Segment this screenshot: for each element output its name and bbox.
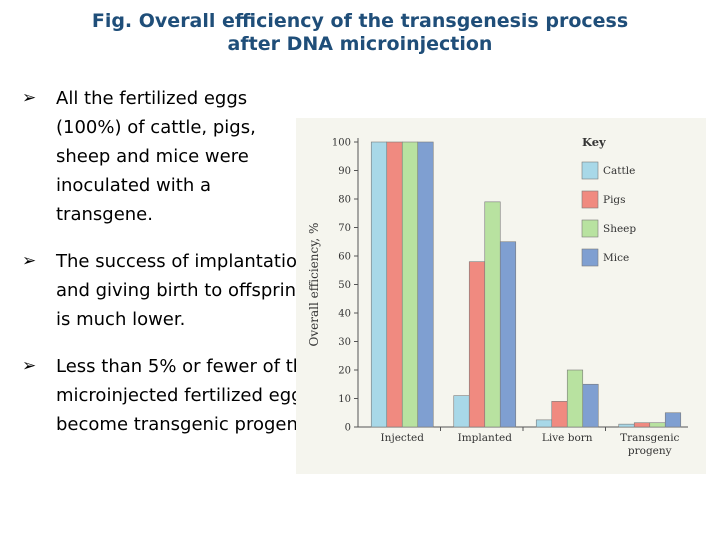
efficiency-bar-chart: 0 10 20 30 40 50 60 70 80 90 100 Overall efficiency… <box>307 135 688 457</box>
bullet-list: ➢ All the fertilized eggs (100%) of catt… <box>22 84 315 457</box>
y-tick-label: 40 <box>338 309 351 320</box>
arrow-bullet-icon: ➢ <box>22 251 37 271</box>
bar-mice <box>417 141 434 428</box>
y-tick-label: 100 <box>332 138 351 149</box>
legend-swatch <box>581 161 599 180</box>
legend-title: Key <box>582 135 606 149</box>
y-tick-label: 60 <box>338 252 351 263</box>
legend-swatch <box>581 219 599 238</box>
slide-title: Fig. Overall efficiency of the transgene… <box>0 10 720 56</box>
arrow-bullet-icon: ➢ <box>22 88 37 108</box>
bar-sheep <box>401 141 419 428</box>
x-tick-label: progeny <box>628 445 672 457</box>
bar-pigs <box>633 422 651 428</box>
bar-pigs <box>468 261 486 428</box>
y-tick-label: 0 <box>345 423 351 434</box>
bar-cattle <box>618 423 635 428</box>
y-tick-label: 20 <box>338 366 351 377</box>
x-tick-label: Injected <box>381 432 425 444</box>
y-tick-label: 50 <box>338 280 351 291</box>
legend-swatch <box>581 248 599 267</box>
y-tick-label: 80 <box>338 195 351 206</box>
y-tick-label: 90 <box>338 166 351 177</box>
y-tick-label: 70 <box>338 223 351 234</box>
legend-label: Pigs <box>603 194 626 206</box>
bar-sheep <box>566 369 584 428</box>
bullet-text: All the fertilized eggs (100%) of cattle… <box>56 88 256 225</box>
bar-mice <box>499 241 517 428</box>
bar-pigs <box>551 401 568 428</box>
chart-panel: 0 10 20 30 40 50 60 70 80 90 100 Overall efficiency… <box>296 118 706 474</box>
legend-label: Sheep <box>603 223 636 235</box>
legend-label: Cattle <box>603 165 635 177</box>
bar-cattle <box>535 419 553 428</box>
bar-sheep <box>649 422 666 428</box>
bullet-text: The success of implantation and giving b… <box>56 251 309 330</box>
bar-mice <box>582 383 599 428</box>
bar-mice <box>664 412 682 428</box>
x-tick-label: Live born <box>542 432 593 444</box>
legend-swatch <box>581 190 599 209</box>
x-tick-label: Implanted <box>458 432 513 444</box>
y-tick-label: 30 <box>338 337 351 348</box>
bullet-item: ➢ Less than 5% or fewer of the microinje… <box>22 352 318 439</box>
bar-cattle <box>453 395 470 428</box>
bar-cattle <box>370 141 388 428</box>
title-line-2: after DNA microinjection <box>227 33 493 55</box>
bar-pigs <box>386 141 403 428</box>
y-tick-label: 10 <box>338 394 351 405</box>
title-line-1: Fig. Overall efficiency of the transgene… <box>91 10 629 32</box>
bullet-item: ➢ All the fertilized eggs (100%) of catt… <box>22 84 308 229</box>
bullet-text: Less than 5% or fewer of the microinject… <box>56 356 316 435</box>
legend-label: Mice <box>603 252 629 264</box>
bullet-item: ➢ The success of implantation and giving… <box>22 247 318 334</box>
y-axis-label: Overall efficiency, % <box>307 223 321 347</box>
x-tick-label: Transgenic <box>620 432 679 444</box>
arrow-bullet-icon: ➢ <box>22 356 37 376</box>
bar-sheep <box>484 201 501 428</box>
